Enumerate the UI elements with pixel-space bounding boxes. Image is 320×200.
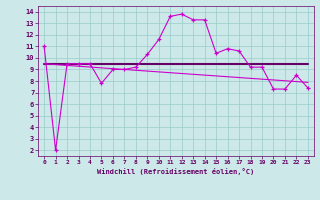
X-axis label: Windchill (Refroidissement éolien,°C): Windchill (Refroidissement éolien,°C) <box>97 168 255 175</box>
